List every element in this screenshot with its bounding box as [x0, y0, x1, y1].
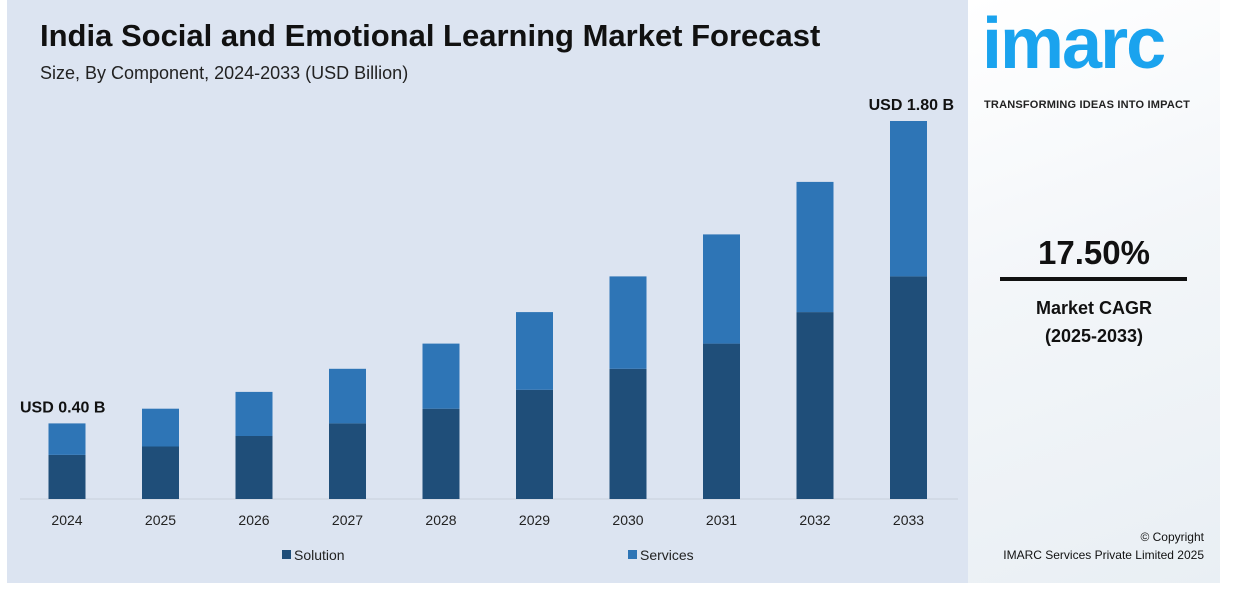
bar-services-2031	[703, 234, 740, 344]
chart-subtitle: Size, By Component, 2024-2033 (USD Billi…	[40, 63, 409, 83]
side-panel: imarc TRANSFORMING IDEAS INTO IMPACT 17.…	[968, 0, 1220, 583]
bar-services-2027	[329, 368, 366, 424]
bar-solution-2031	[703, 343, 740, 499]
cagr-period: (2025-2033)	[1044, 326, 1144, 346]
bar-chart: 2024 USD 0.40 B 2025 2026 2027 2028 2029 2030 20…	[20, 97, 958, 563]
legend-label-solution: Solution	[294, 547, 345, 563]
x-tick-label: 2025	[145, 512, 176, 528]
x-tick-label: 2026	[238, 512, 269, 528]
x-tick-label: 2028	[425, 512, 456, 528]
x-tick-label: 2027	[332, 512, 363, 528]
chart-title: India Social and Emotional Learning Mark…	[40, 18, 821, 53]
bar-services-2026	[235, 391, 273, 436]
data-label: USD 0.40 B	[20, 399, 105, 416]
bar-services-2028	[422, 343, 460, 409]
bar-solution-2032	[796, 312, 834, 499]
logo-tagline: TRANSFORMING IDEAS INTO IMPACT	[984, 99, 1191, 111]
x-tick-label: 2031	[706, 512, 737, 528]
x-tick-label: 2024	[51, 512, 82, 528]
bar-solution-2026	[235, 436, 273, 499]
bar-solution-2025	[142, 446, 179, 499]
bar-solution-2030	[609, 368, 647, 499]
divider	[1000, 277, 1187, 281]
legend-swatch-services	[628, 550, 637, 559]
x-tick-label: 2030	[612, 512, 643, 528]
copyright: © Copyright	[1140, 530, 1204, 544]
cagr-label: Market CAGR	[1035, 298, 1153, 318]
bar-solution-2029	[516, 389, 553, 499]
bar-solution-2033	[890, 276, 927, 499]
bar-services-2030	[609, 276, 647, 369]
cagr-value: 17.50%	[1038, 234, 1150, 271]
bar-services-2029	[516, 312, 553, 390]
imarc-logo: imarc	[982, 4, 1166, 84]
bar-solution-2024	[48, 454, 86, 499]
bar-services-2033	[890, 121, 927, 277]
x-tick-label: 2033	[893, 512, 924, 528]
data-label: USD 1.80 B	[869, 97, 954, 114]
legend-label-services: Services	[640, 547, 694, 563]
bar-solution-2028	[422, 408, 460, 499]
x-tick-label: 2032	[799, 512, 830, 528]
bar-services-2025	[142, 408, 179, 447]
bar-services-2024	[48, 423, 86, 455]
company-name: IMARC Services Private Limited 2025	[1003, 548, 1204, 562]
bar-solution-2027	[329, 423, 366, 499]
legend-swatch-solution	[282, 550, 291, 559]
x-tick-label: 2029	[519, 512, 550, 528]
bar-services-2032	[796, 181, 834, 313]
